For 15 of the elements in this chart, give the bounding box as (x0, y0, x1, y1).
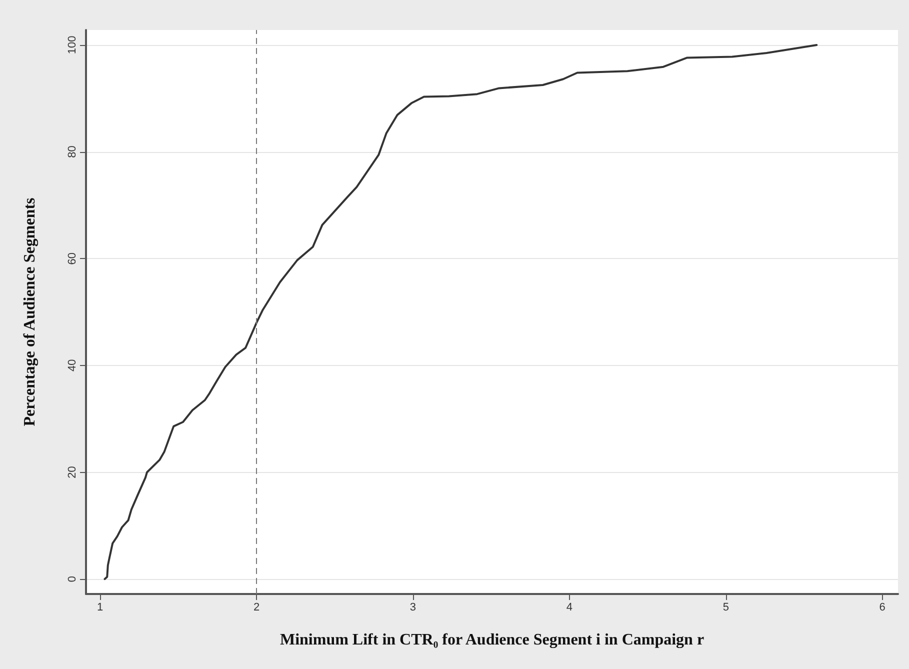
x-tick-label: 4 (566, 602, 573, 614)
y-tick-label: 60 (66, 252, 78, 265)
y-tick-label: 80 (66, 146, 78, 158)
line-series (104, 44, 818, 580)
x-axis-title: Minimum Lift in CTR₀ for Audience Segment i in Campaign r (280, 632, 704, 648)
y-axis-title: Percentage of Audience Segments (22, 198, 38, 426)
x-tick-label: 5 (722, 602, 729, 614)
y-tick-label: 100 (66, 36, 78, 54)
x-tick-label: 1 (97, 602, 104, 614)
x-tick-label: 2 (253, 602, 260, 614)
x-tick-label: 6 (879, 602, 886, 614)
x-tick-label: 3 (410, 602, 416, 614)
y-tick-label: 0 (66, 576, 78, 582)
y-tick-label: 20 (66, 466, 78, 478)
y-tick-label: 40 (66, 359, 78, 372)
